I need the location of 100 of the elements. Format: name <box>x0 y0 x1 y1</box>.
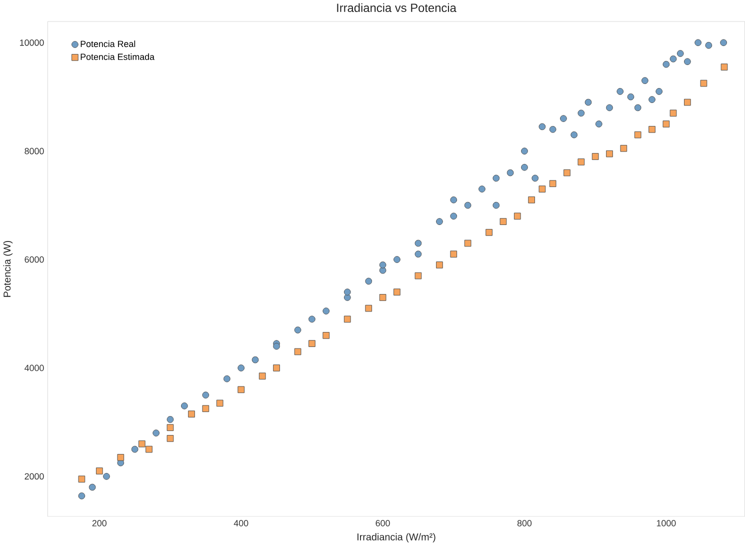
point <box>414 272 422 280</box>
x-axis-title: Irradiancia (W/m²) <box>357 533 436 543</box>
point <box>514 212 521 220</box>
point <box>238 386 245 394</box>
point <box>273 342 280 350</box>
point <box>344 316 351 323</box>
point <box>78 492 86 500</box>
point <box>202 392 210 399</box>
y-tick-label: 2000 <box>24 473 44 480</box>
point <box>648 96 656 104</box>
point <box>464 202 472 209</box>
point <box>616 88 624 96</box>
point <box>620 145 628 152</box>
point <box>662 61 670 68</box>
point <box>694 39 702 46</box>
x-tick-label: 600 <box>376 520 390 526</box>
point <box>344 288 351 296</box>
point <box>464 240 472 247</box>
point <box>521 164 528 171</box>
point <box>648 126 656 133</box>
x-tick-label: 800 <box>517 520 532 526</box>
point <box>592 153 599 160</box>
point <box>606 104 613 112</box>
point <box>394 288 400 296</box>
legend-label: Potencia Real <box>80 40 136 48</box>
point <box>273 364 280 372</box>
point <box>492 174 500 182</box>
point <box>414 250 422 258</box>
point <box>394 256 400 264</box>
point <box>308 340 316 348</box>
point <box>532 174 539 182</box>
point <box>252 356 259 364</box>
point <box>720 64 728 71</box>
point <box>606 150 613 158</box>
point <box>720 39 727 46</box>
point <box>188 410 195 418</box>
point <box>88 484 96 491</box>
point <box>138 440 146 448</box>
point <box>436 218 443 226</box>
point <box>634 104 642 112</box>
point <box>564 170 570 176</box>
y-axis-title: Potencia (W) <box>3 241 13 298</box>
chart-title: Irradiancia vs Potencia <box>337 3 456 12</box>
point <box>528 196 535 204</box>
point <box>365 305 372 312</box>
point <box>584 99 592 106</box>
point <box>450 212 458 220</box>
point <box>486 229 492 236</box>
point <box>96 468 103 475</box>
point <box>538 186 546 193</box>
point <box>670 56 677 62</box>
point <box>500 218 507 226</box>
legend-label: Potencia Estimada <box>80 54 155 60</box>
point <box>634 132 642 138</box>
point <box>414 240 422 247</box>
point <box>450 196 458 204</box>
point <box>641 77 648 84</box>
point <box>117 454 124 461</box>
point <box>478 186 486 193</box>
point <box>294 326 302 334</box>
point <box>656 88 663 96</box>
point <box>238 364 245 372</box>
point <box>379 294 386 302</box>
point <box>322 308 330 315</box>
point <box>549 126 556 133</box>
point <box>662 120 670 128</box>
x-tick-label: 1000 <box>656 520 676 526</box>
x-tick-label: 400 <box>234 520 248 526</box>
point <box>258 372 266 380</box>
point <box>152 430 160 437</box>
point <box>202 405 210 412</box>
point <box>308 316 316 323</box>
point <box>436 262 443 269</box>
point <box>578 158 585 166</box>
point <box>538 123 546 130</box>
point <box>684 99 691 106</box>
point <box>166 435 174 442</box>
point <box>595 120 602 128</box>
x-tick-label: 200 <box>92 520 107 526</box>
y-tick-label: 8000 <box>24 148 44 154</box>
point <box>700 80 708 87</box>
point <box>521 148 528 155</box>
point <box>676 50 684 58</box>
point <box>627 94 634 100</box>
point <box>146 446 152 453</box>
point <box>181 402 188 410</box>
point <box>216 400 224 407</box>
y-tick-label: 10000 <box>20 40 44 46</box>
point <box>294 348 302 356</box>
point <box>549 180 556 188</box>
point <box>166 424 174 432</box>
point <box>450 250 458 258</box>
point <box>570 132 578 138</box>
point <box>492 202 500 209</box>
point <box>578 110 585 117</box>
y-tick-label: 4000 <box>24 364 44 372</box>
point <box>131 446 138 453</box>
point <box>365 278 372 285</box>
point <box>78 476 86 483</box>
point <box>344 294 351 302</box>
